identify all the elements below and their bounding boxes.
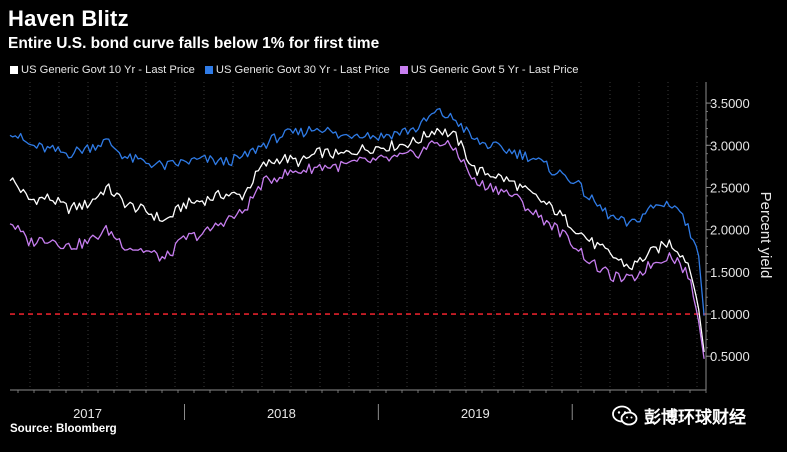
axis-layer: 0.5000 1.0000 1.5000 2.0000 2.5000 3.0000 3.50… xyxy=(10,82,750,421)
source-note: Source: Bloomberg xyxy=(10,423,117,435)
series-line-5y xyxy=(9,139,705,359)
chart-title: Haven Blitz xyxy=(8,6,129,31)
legend-label-5y: US Generic Govt 5 Yr - Last Price xyxy=(410,64,579,76)
series-line-10y xyxy=(9,127,705,353)
chart-subtitle: Entire U.S. bond curve falls below 1% fo… xyxy=(8,35,380,52)
grid-layer xyxy=(10,82,706,390)
y-tick-label: 2.5000 xyxy=(710,180,750,195)
legend-item-5y: US Generic Govt 5 Yr - Last Price xyxy=(399,64,579,76)
legend-label-10y: US Generic Govt 10 Yr - Last Price xyxy=(21,64,195,76)
y-tick-label: 0.5000 xyxy=(710,349,750,364)
x-tick-label: 2019 xyxy=(461,406,490,421)
x-tick-label: 2017 xyxy=(73,406,102,421)
watermark: 彭博环球财经 xyxy=(612,403,746,428)
legend-item-30y: US Generic Govt 30 Yr - Last Price xyxy=(204,64,390,76)
y-tick-label: 1.0000 xyxy=(710,307,750,322)
legend: US Generic Govt 10 Yr - Last Price US Ge… xyxy=(10,64,578,76)
y-tick-label: 3.0000 xyxy=(710,138,750,153)
wechat-logo-icon xyxy=(612,405,638,425)
y-axis-label: Percent yield xyxy=(757,192,774,279)
legend-swatch-10y xyxy=(10,66,18,74)
legend-label-30y: US Generic Govt 30 Yr - Last Price xyxy=(215,64,390,76)
y-tick-label: 3.5000 xyxy=(710,96,750,111)
legend-swatch-5y xyxy=(399,66,408,74)
legend-item-10y: US Generic Govt 10 Yr - Last Price xyxy=(10,64,195,76)
y-tick-label: 2.0000 xyxy=(710,223,750,238)
watermark-text: 彭博环球财经 xyxy=(644,408,746,427)
y-tick-label: 1.5000 xyxy=(710,265,750,280)
x-tick-label: 2018 xyxy=(267,406,296,421)
series-layer xyxy=(9,107,705,359)
series-line-30y xyxy=(9,107,705,316)
legend-swatch-30y xyxy=(204,66,213,74)
